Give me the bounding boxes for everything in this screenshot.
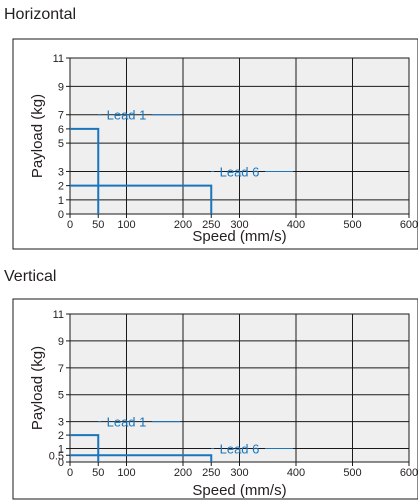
series-line-lead-6 [70, 184, 213, 214]
y-tick-label: 9 [58, 81, 64, 93]
x-tick-label: 400 [287, 467, 305, 479]
y-tick-label: 0.5 [49, 450, 64, 462]
y-tick-label: 1 [58, 444, 64, 456]
chart-frame [12, 38, 418, 250]
vertical-chart-title: Vertical [4, 268, 57, 285]
series-line-lead-1 [70, 434, 100, 462]
y-tick-label: 7 [58, 110, 64, 122]
x-tick-label: 300 [230, 467, 248, 479]
x-tick-label: 500 [343, 219, 361, 231]
y-tick-label: 0 [58, 457, 64, 469]
series-label-lead-1: Lead 1 [107, 108, 147, 123]
x-tick-label: 200 [174, 219, 192, 231]
y-tick-label: 7 [58, 363, 64, 375]
series-label-lead-6: Lead 6 [220, 442, 260, 457]
chart-frame [12, 298, 418, 500]
series-label-lead-6: Lead 6 [220, 164, 260, 179]
series-line-lead-6 [70, 454, 213, 462]
x-tick-label: 600 [400, 467, 418, 479]
y-tick-label: 3 [58, 166, 64, 178]
y-tick-label: 3 [58, 417, 64, 429]
x-tick-label: 500 [343, 467, 361, 479]
y-tick-label: 1 [58, 195, 64, 207]
x-tick-label: 0 [67, 467, 73, 479]
x-axis-label: Speed (mm/s) [192, 482, 286, 499]
x-tick-label: 200 [174, 467, 192, 479]
x-tick-label: 250 [202, 219, 220, 231]
x-tick-label: 100 [117, 219, 135, 231]
x-tick-label: 0 [67, 219, 73, 231]
x-axis-label: Speed (mm/s) [192, 228, 286, 245]
x-tick-label: 400 [287, 219, 305, 231]
y-tick-label: 2 [58, 430, 64, 442]
y-tick-label: 11 [53, 53, 64, 65]
y-axis-label: Payload (kg) [29, 346, 46, 430]
y-tick-label: 9 [58, 336, 64, 348]
y-tick-label: 11 [53, 309, 64, 321]
x-tick-label: 100 [117, 467, 135, 479]
x-tick-label: 600 [400, 219, 418, 231]
series-label-lead-1: Lead 1 [107, 415, 147, 430]
y-tick-label: 5 [58, 390, 64, 402]
x-tick-label: 300 [230, 219, 248, 231]
y-axis-label: Payload (kg) [29, 94, 46, 178]
horizontal-chart-title: Horizontal [4, 6, 77, 23]
horizontal-payload-chart: 0 50 100 200 250 300 400 500 6000123567911Speed … [12, 38, 418, 250]
vertical-payload-chart: 0 50 100 200 250 300 400 500 600 00.51 23 5 7 9 11 Spee… [12, 298, 418, 500]
x-tick-label: 50 [92, 219, 104, 231]
y-tick-label: 2 [58, 181, 64, 193]
x-tick-label: 50 [92, 467, 104, 479]
y-tick-label: 6 [58, 124, 64, 136]
x-tick-label: 250 [202, 467, 220, 479]
y-tick-label: 0 [58, 209, 64, 221]
y-tick-label: 5 [58, 138, 64, 150]
